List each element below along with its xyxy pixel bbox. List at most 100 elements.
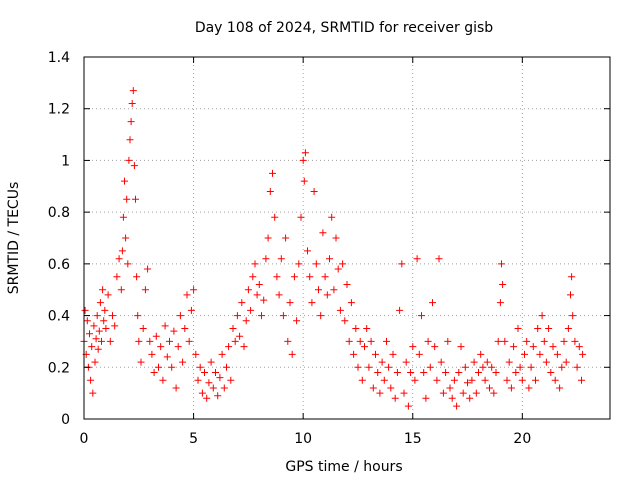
data-point — [380, 376, 388, 384]
data-point — [176, 312, 184, 320]
data-point — [345, 337, 353, 345]
data-point — [404, 402, 412, 410]
data-point — [286, 299, 294, 307]
data-point — [159, 376, 167, 384]
data-point — [115, 255, 123, 263]
data-point — [369, 384, 377, 392]
data-point — [498, 260, 505, 268]
data-point — [420, 369, 428, 376]
data-point — [569, 312, 577, 320]
data-point — [556, 384, 564, 392]
data-point — [172, 384, 180, 392]
data-point — [247, 306, 255, 314]
data-point — [170, 327, 178, 335]
data-point — [442, 369, 450, 376]
data-point — [573, 363, 581, 371]
data-point — [571, 337, 579, 345]
data-point — [435, 255, 443, 263]
data-point — [273, 273, 281, 281]
data-point — [523, 337, 531, 345]
data-point — [220, 384, 228, 392]
data-point — [179, 358, 187, 366]
data-point — [568, 273, 576, 281]
data-point — [207, 358, 215, 366]
data-point — [424, 337, 432, 345]
data-point — [125, 156, 133, 164]
data-point — [148, 350, 156, 358]
data-point — [330, 286, 338, 294]
data-point — [201, 369, 208, 376]
data-point — [236, 332, 244, 340]
data-point — [446, 384, 454, 392]
data-point — [481, 376, 489, 384]
data-point — [413, 255, 421, 263]
x-axis-label: GPS time / hours — [285, 459, 402, 475]
data-point — [407, 369, 415, 376]
data-point — [88, 343, 96, 351]
data-point — [293, 317, 301, 325]
data-point — [385, 363, 393, 371]
data-point — [341, 317, 349, 325]
data-point — [332, 234, 340, 242]
data-point — [101, 306, 109, 314]
data-point — [356, 337, 364, 345]
data-point — [163, 353, 171, 361]
data-point — [514, 325, 522, 332]
data-point — [409, 343, 417, 351]
data-point — [128, 100, 136, 107]
data-point — [372, 350, 379, 358]
data-point — [496, 299, 504, 307]
data-point — [95, 327, 103, 335]
data-point — [98, 337, 105, 345]
data-point — [455, 369, 463, 376]
data-point — [317, 312, 325, 320]
data-point — [494, 337, 502, 345]
data-point — [472, 389, 480, 397]
data-point — [433, 376, 441, 384]
data-point — [367, 337, 375, 345]
data-point — [306, 273, 314, 281]
data-point — [490, 389, 498, 397]
data-point — [350, 350, 358, 358]
y-tick-label: 0.8 — [48, 205, 70, 221]
data-point — [223, 363, 230, 371]
data-point — [266, 188, 274, 195]
data-point — [503, 376, 511, 384]
data-point — [347, 299, 355, 307]
data-point — [127, 118, 135, 126]
data-point — [527, 363, 535, 371]
data-point — [90, 322, 98, 330]
data-point — [192, 350, 200, 358]
data-point — [529, 343, 537, 351]
x-tick-label: 10 — [294, 431, 312, 447]
data-point — [461, 363, 469, 371]
data-point — [152, 332, 160, 340]
data-point — [444, 337, 452, 345]
data-point — [326, 255, 333, 263]
data-point — [308, 299, 316, 307]
data-point — [109, 312, 116, 320]
x-tick-label: 5 — [189, 431, 198, 447]
data-point — [426, 363, 434, 371]
data-point — [521, 350, 528, 358]
data-point — [448, 394, 456, 402]
data-point — [227, 376, 235, 384]
data-point — [312, 260, 320, 268]
data-point — [383, 337, 390, 345]
y-axis-label: SRMTID / TECUs — [6, 182, 22, 295]
data-point — [205, 379, 213, 387]
data-point — [139, 325, 147, 332]
data-point — [374, 369, 382, 376]
data-point — [512, 369, 520, 376]
data-point — [393, 369, 401, 376]
data-point — [470, 358, 478, 366]
data-point — [339, 260, 347, 268]
data-point — [299, 156, 307, 164]
data-point — [488, 363, 496, 371]
data-point — [104, 291, 112, 299]
y-tick-label: 0 — [61, 412, 70, 428]
data-point — [334, 265, 342, 273]
data-point — [284, 337, 292, 345]
data-point — [135, 337, 143, 345]
data-point — [100, 317, 108, 325]
